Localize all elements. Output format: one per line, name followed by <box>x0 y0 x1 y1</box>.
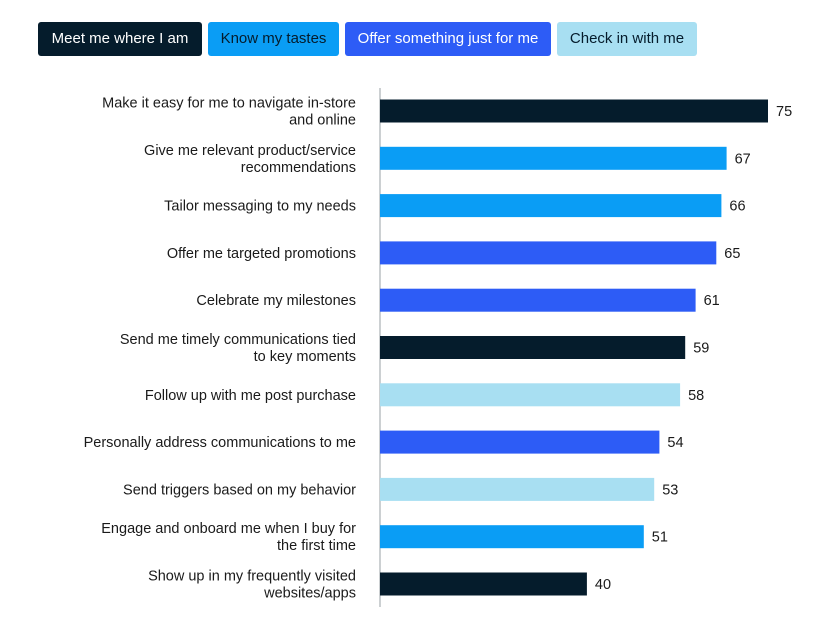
bar-2 <box>380 194 722 218</box>
value-label-2: 66 <box>729 199 745 215</box>
bar-7 <box>380 430 660 454</box>
bar-9 <box>380 525 644 549</box>
value-label-4: 61 <box>704 293 720 309</box>
category-label-9-line-0: Engage and onboard me when I buy for <box>101 521 356 537</box>
value-label-6: 58 <box>688 388 704 404</box>
value-label-5: 59 <box>693 341 709 357</box>
bar-5 <box>380 336 686 359</box>
category-label-4-line-0: Celebrate my milestones <box>196 293 356 309</box>
category-label-3-line-0: Offer me targeted promotions <box>167 246 356 262</box>
category-label-8-line-0: Send triggers based on my behavior <box>123 482 356 498</box>
category-label-10-line-0: Show up in my frequently visited <box>148 569 356 585</box>
legend-chip-offer-something-just-for-me[interactable]: Offer something just for me <box>345 22 551 56</box>
value-label-9: 51 <box>652 530 668 546</box>
category-label-1-line-0: Give me relevant product/service <box>144 143 356 159</box>
bar-3 <box>380 241 717 265</box>
value-label-3: 65 <box>724 246 740 262</box>
value-label-10: 40 <box>595 577 611 593</box>
category-label-7-line-0: Personally address communications to me <box>84 435 356 451</box>
value-label-1: 67 <box>735 151 751 167</box>
legend-chip-know-my-tastes[interactable]: Know my tastes <box>208 22 339 56</box>
bar-0 <box>380 99 768 123</box>
category-label-9-line-1: the first time <box>277 538 356 554</box>
value-label-0: 75 <box>776 104 792 120</box>
bar-8 <box>380 477 655 501</box>
category-label-2-line-0: Tailor messaging to my needs <box>164 199 356 215</box>
bar-10 <box>380 572 587 596</box>
category-label-10-line-1: websites/apps <box>263 586 356 602</box>
legend-chip-check-in-with-me[interactable]: Check in with me <box>557 22 697 56</box>
category-label-0-line-0: Make it easy for me to navigate in-store <box>102 96 356 112</box>
bar-1 <box>380 146 727 170</box>
value-label-7: 54 <box>667 435 683 451</box>
legend-chip-meet-me-where-i-am[interactable]: Meet me where I am <box>38 22 202 56</box>
bar-4 <box>380 288 696 312</box>
category-label-6-line-0: Follow up with me post purchase <box>145 388 356 404</box>
category-label-0-line-1: and online <box>289 113 356 129</box>
category-label-5-line-0: Send me timely communications tied <box>120 332 356 348</box>
category-label-1-line-1: recommendations <box>241 160 356 176</box>
category-label-5-line-1: to key moments <box>254 349 356 365</box>
bar-6 <box>380 383 681 407</box>
value-label-8: 53 <box>662 482 678 498</box>
